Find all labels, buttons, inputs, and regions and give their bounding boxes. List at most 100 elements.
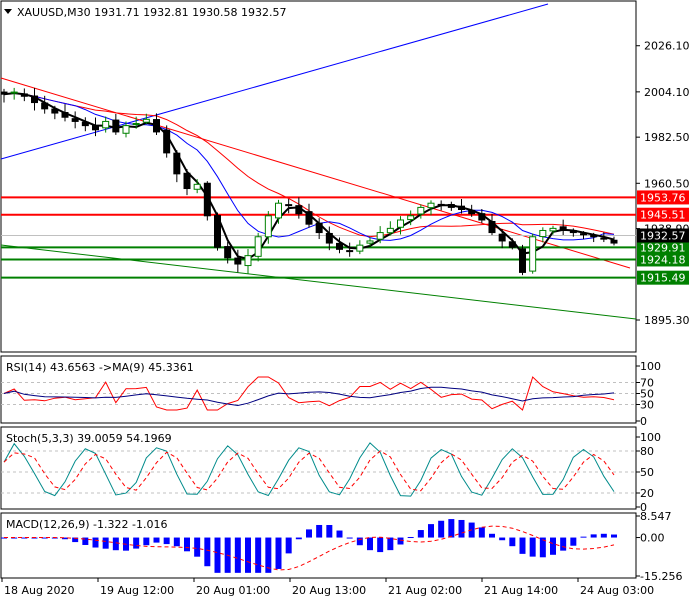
level-label-box bbox=[637, 240, 689, 255]
candle-body bbox=[468, 209, 476, 215]
candle-body bbox=[498, 233, 506, 242]
candle-body bbox=[112, 119, 120, 133]
trend-lines bbox=[0, 3, 637, 320]
time-axis: 18 Aug 2020 19 Aug 12:00 20 Aug 01:00 20 Au… bbox=[1, 578, 654, 597]
oscillator-tick-label: 0 bbox=[640, 415, 647, 428]
green-support-line bbox=[0, 244, 637, 320]
macd-bar bbox=[204, 537, 211, 567]
candle-body bbox=[315, 222, 323, 234]
macd-bar bbox=[143, 537, 150, 546]
candle-body bbox=[153, 119, 160, 133]
candle-body bbox=[600, 237, 608, 240]
candle-body bbox=[102, 120, 110, 129]
candle-body bbox=[122, 125, 130, 134]
macd-bar bbox=[367, 537, 373, 551]
price-tick-label: 1982.50 bbox=[644, 131, 690, 144]
candle-body bbox=[447, 203, 455, 208]
macd-bar bbox=[509, 537, 516, 547]
candle-body bbox=[41, 102, 49, 110]
macd-bar bbox=[590, 534, 597, 538]
stoch-label: Stoch(5,3,3) 39.0059 54.1969 bbox=[6, 432, 172, 445]
macd-bar bbox=[72, 537, 79, 543]
macd-bar bbox=[194, 537, 201, 557]
macd-bar bbox=[387, 537, 394, 551]
time-tick-label: 18 Aug 2020 bbox=[4, 584, 74, 597]
candle-body bbox=[51, 108, 59, 114]
candle-body bbox=[336, 242, 343, 250]
candle-body bbox=[31, 95, 38, 104]
candle-body bbox=[254, 236, 262, 257]
macd-tick-label: 0.00 bbox=[640, 532, 665, 545]
oscillator-tick-label: 50 bbox=[640, 466, 654, 479]
candle-body bbox=[386, 227, 394, 234]
macd-bar bbox=[417, 530, 424, 538]
macd-bar bbox=[458, 519, 465, 538]
candle-body bbox=[488, 220, 496, 234]
macd-bar bbox=[438, 520, 445, 538]
macd-tick-label: 8.547 bbox=[640, 510, 672, 523]
time-tick-label: 19 Aug 12:00 bbox=[100, 584, 174, 597]
macd-bar bbox=[428, 524, 434, 538]
candle-body bbox=[529, 236, 537, 272]
level-label-box bbox=[637, 252, 689, 267]
candle-body bbox=[519, 248, 526, 273]
macd-bar bbox=[21, 537, 28, 539]
price-tick-label: 2004.10 bbox=[644, 86, 690, 99]
candle-body bbox=[203, 182, 211, 217]
candle-body bbox=[376, 232, 384, 240]
price-tick-label: 1960.50 bbox=[644, 177, 690, 190]
stoch-lines bbox=[3, 442, 615, 497]
macd-bar bbox=[82, 537, 89, 545]
macd-bar bbox=[570, 537, 577, 546]
macd-bar bbox=[611, 534, 617, 538]
rsi-label: RSI(14) 43.6563 ->MA(9) 45.3361 bbox=[6, 361, 194, 374]
candles bbox=[0, 87, 618, 276]
macd-bar bbox=[1, 537, 7, 539]
macd-bar bbox=[51, 537, 58, 539]
macd-bar bbox=[234, 537, 241, 573]
oscillator-tick-label: 100 bbox=[640, 431, 661, 444]
chart-header: XAUUSD,M30 1931.71 1932.81 1930.58 1932.… bbox=[4, 6, 287, 19]
oscillator-tick-label: 100 bbox=[640, 360, 661, 373]
macd-bar bbox=[326, 525, 333, 538]
price-panel bbox=[0, 0, 637, 353]
time-tick-label: 21 Aug 14:00 bbox=[484, 584, 558, 597]
candle-body bbox=[295, 205, 303, 215]
candle-body bbox=[539, 229, 547, 238]
candle-body bbox=[366, 240, 374, 244]
macd-bar bbox=[306, 529, 312, 538]
macd-histogram bbox=[1, 519, 617, 573]
macd-bar bbox=[499, 537, 506, 541]
macd-bar bbox=[265, 537, 272, 573]
macd-bar bbox=[184, 537, 190, 552]
macd-bar bbox=[397, 537, 404, 545]
candle-body bbox=[142, 118, 150, 123]
dropdown-triangle-icon bbox=[4, 9, 12, 14]
macd-label: MACD(12,26,9) -1.322 -1.016 bbox=[6, 518, 167, 531]
stoch-d-line bbox=[3, 450, 615, 492]
macd-bar bbox=[285, 537, 292, 554]
macd-bar bbox=[448, 519, 455, 538]
time-tick-label: 21 Aug 02:00 bbox=[388, 584, 462, 597]
macd-bar bbox=[478, 527, 485, 538]
rsi-line bbox=[3, 376, 615, 411]
macd-bar bbox=[346, 537, 353, 539]
macd-bar bbox=[560, 537, 567, 551]
macd-bar bbox=[336, 530, 343, 538]
macd-bar bbox=[539, 537, 546, 558]
macd-bar bbox=[316, 524, 323, 538]
oscillator-tick-label: 70 bbox=[640, 377, 654, 390]
macd-bar bbox=[31, 537, 38, 539]
candle-body bbox=[275, 202, 282, 219]
macd-bar bbox=[529, 537, 536, 557]
macd-bar bbox=[519, 537, 526, 554]
macd-bar bbox=[173, 537, 180, 547]
candle-body bbox=[508, 241, 516, 248]
oscillator-tick-label: 0 bbox=[640, 501, 647, 514]
candle-body bbox=[478, 213, 486, 221]
macd-bar bbox=[580, 536, 587, 538]
macd-bar bbox=[92, 537, 99, 548]
candle-body bbox=[173, 152, 181, 175]
candle-body bbox=[325, 232, 333, 244]
